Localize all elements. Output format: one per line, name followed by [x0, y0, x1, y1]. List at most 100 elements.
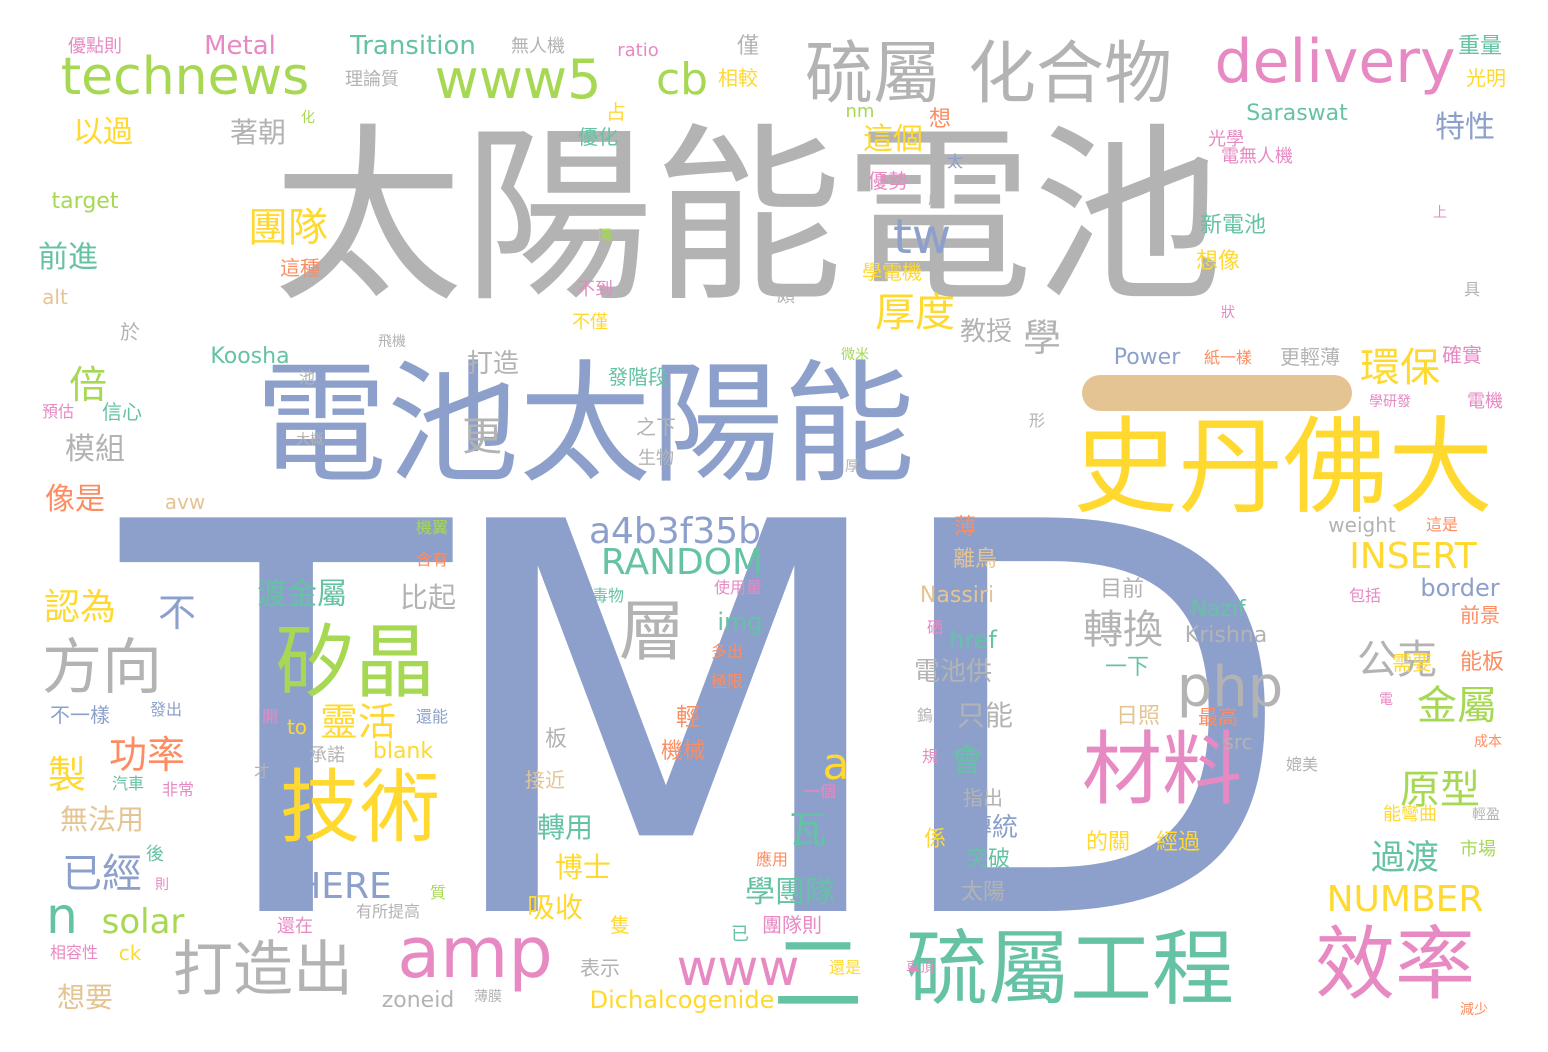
- word-car: 汽車: [111, 774, 145, 793]
- word-php: php: [1176, 655, 1284, 720]
- word-eco: 環保: [1360, 345, 1440, 391]
- word-will: 會: [950, 741, 984, 779]
- word-watt: 瓦: [788, 808, 828, 852]
- word-improved: 有所提高: [355, 902, 421, 921]
- word-point-out: 指出: [963, 786, 1003, 810]
- word-panel: 能板: [1459, 650, 1505, 675]
- word-img: img: [717, 608, 763, 636]
- word-toxin: 毒物: [591, 586, 625, 605]
- word-imagine: 想像: [1195, 249, 1241, 274]
- word-koosha: Koosha: [210, 344, 290, 369]
- word-absorb: 吸收: [526, 891, 584, 924]
- word-tmd: TMD: [121, 411, 1297, 1039]
- word-battery-supply: 電池供: [913, 657, 993, 687]
- word-to: to: [286, 715, 308, 739]
- word-blank: blank: [372, 739, 434, 764]
- word-optimize: 優化: [578, 125, 618, 149]
- word-nazif: Nazif: [1190, 597, 1246, 622]
- word-insert: INSERT: [1349, 536, 1477, 577]
- word-related: 的關: [1085, 830, 1131, 855]
- word-roughly: 大概: [296, 432, 324, 448]
- word-quality: 質: [429, 883, 447, 902]
- word-shape: 形: [1028, 411, 1046, 430]
- word-cannot-use: 無法用: [59, 803, 145, 836]
- word-thin: 薄: [953, 515, 977, 540]
- word-thin-and: 薄且: [805, 722, 839, 741]
- word-number: NUMBER: [1326, 879, 1484, 920]
- word-direction: 方向: [42, 633, 162, 703]
- word-one: 一個: [803, 782, 837, 801]
- word-make: 製: [47, 753, 87, 797]
- word-cost: 成本: [1474, 734, 1502, 750]
- word-confidence: 信心: [102, 400, 142, 424]
- word-hua: 化: [301, 110, 315, 126]
- word-breakthrough: 突破: [965, 847, 1011, 872]
- word-dichalcogenide: Dichalcogenide: [589, 986, 775, 1014]
- word-like-paper: 紙一樣: [1203, 348, 1253, 367]
- word-thickness: 厚度: [875, 290, 955, 336]
- word-think-verb: 想: [928, 107, 952, 132]
- word-only: 只能: [956, 699, 1014, 732]
- word-reduce: 減少: [1460, 1002, 1488, 1018]
- word-thick: 厚: [845, 459, 859, 475]
- word-switch-use: 轉用: [536, 811, 594, 844]
- word-bright: 光明: [1466, 66, 1506, 90]
- word-zoneid: zoneid: [381, 988, 455, 1013]
- word-advantage-then: 優點則: [68, 36, 122, 57]
- word-a4b3f35b: a4b3f35b: [588, 511, 762, 552]
- word-rule: 規: [921, 747, 939, 766]
- word-possess: 具: [1463, 280, 1481, 299]
- word-more-out: 多出: [710, 642, 744, 661]
- word-occupy: 占: [606, 100, 626, 124]
- word-form: 狀: [1221, 305, 1235, 321]
- word-src: src: [1223, 730, 1253, 754]
- word-promise: 承諾: [309, 745, 345, 766]
- word-like: 像是: [45, 482, 105, 517]
- word-under: 之下: [636, 415, 676, 439]
- word-need: 需要: [1392, 651, 1432, 675]
- word-at: 於: [120, 320, 140, 344]
- word-avw: avw: [164, 490, 206, 514]
- word-build-out: 打造出: [173, 935, 353, 1005]
- word-want: 想要: [56, 981, 114, 1014]
- word-not-only: 不僅: [572, 312, 608, 333]
- word-limit: 極限: [710, 672, 744, 691]
- word-more: 更: [462, 414, 502, 460]
- word-cb: cb: [655, 54, 709, 105]
- word-thinner: 更輕薄: [1280, 345, 1340, 369]
- word-krishna: Krishna: [1184, 623, 1268, 648]
- word-saraswat: Saraswat: [1246, 101, 1348, 126]
- word-team: 團隊: [248, 205, 328, 251]
- word-team-then: 團隊則: [762, 913, 822, 937]
- word-delivery: delivery: [1214, 27, 1456, 97]
- word-solar: solar: [101, 902, 185, 942]
- word-metal: 金屬: [1417, 683, 1497, 729]
- word-technews: technews: [60, 47, 310, 107]
- word-contain: 含有: [415, 550, 449, 569]
- word-optics: 光學: [1208, 129, 1244, 150]
- word-airplane: 飛機: [378, 334, 406, 350]
- word-strength: 優勢: [868, 169, 908, 193]
- word-nassiri: Nassiri: [919, 583, 995, 608]
- word-tw: tw: [892, 209, 952, 265]
- word-study: 學: [1022, 316, 1062, 360]
- word-market: 市場: [1460, 839, 1496, 860]
- word-two: 二: [773, 922, 863, 1027]
- word-tungsten: 鎢: [916, 706, 934, 725]
- word-drone: 無人機: [511, 36, 565, 57]
- word-flexible: 靈活: [319, 700, 397, 744]
- word-very: 非常: [161, 780, 195, 799]
- word-toward: 著朝: [229, 116, 287, 149]
- word-roof: 車頂: [906, 960, 934, 976]
- word-transition: 過渡: [1371, 838, 1439, 878]
- word-tai: 太: [946, 152, 964, 171]
- word-stanford: 史丹佛大: [1072, 406, 1494, 529]
- word-approach: 接近: [525, 768, 565, 792]
- word-selenium: 硒: [926, 618, 944, 637]
- word-state: 表示: [580, 956, 620, 980]
- word-convert: 轉換: [1083, 607, 1163, 653]
- word-compound: 化合物: [967, 35, 1173, 114]
- word-up: 上: [1433, 205, 1447, 221]
- word-target: target: [51, 189, 119, 214]
